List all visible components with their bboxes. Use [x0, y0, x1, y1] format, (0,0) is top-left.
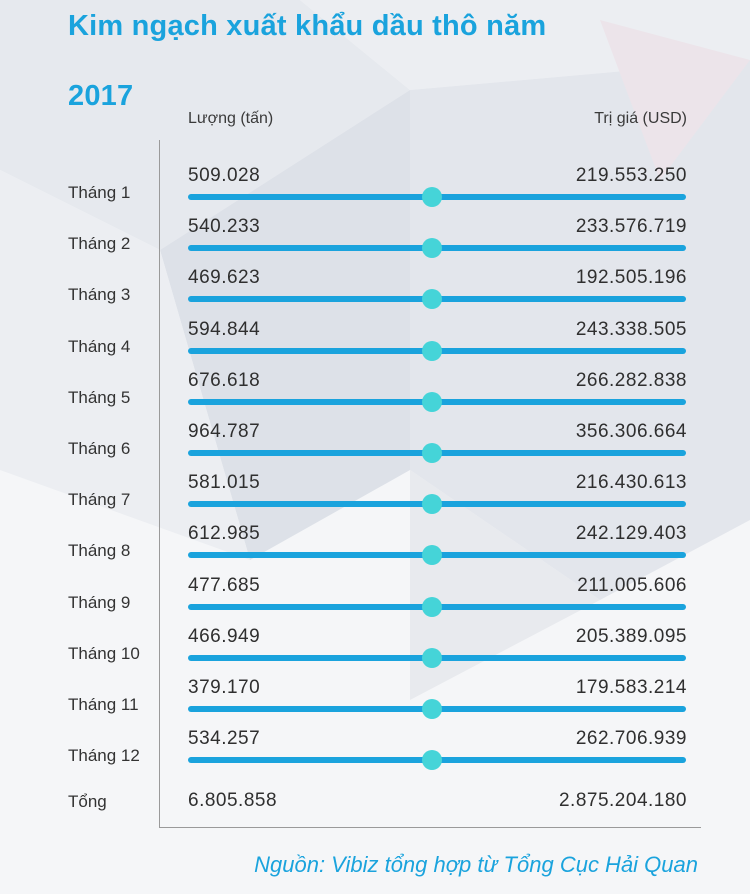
value-usd: 211.005.606 — [577, 574, 687, 596]
quantity-value: 477.685 — [188, 574, 261, 596]
table-row: Tháng 8 612.985 242.129.403 — [0, 523, 750, 573]
table-row: Tháng 6 964.787 356.306.664 — [0, 421, 750, 471]
quantity-value: 676.618 — [188, 369, 261, 391]
month-label: Tháng 4 — [68, 336, 131, 356]
month-label: Tháng 2 — [68, 234, 131, 254]
row-dot-marker — [422, 238, 442, 259]
row-dot-marker — [422, 391, 442, 412]
quantity-value: 509.028 — [188, 165, 261, 186]
table-row: Tháng 1 509.028 219.553.250 — [0, 165, 750, 215]
table-row: Tháng 2 540.233 233.576.719 — [0, 216, 750, 266]
table-row: Tháng 5 676.618 266.282.838 — [0, 370, 750, 420]
quantity-column-header: Lượng (tấn) — [188, 110, 274, 127]
row-dot-marker — [422, 750, 442, 771]
month-label: Tháng 3 — [68, 285, 131, 305]
quantity-value: 964.787 — [188, 421, 261, 442]
value-usd: 243.338.505 — [575, 318, 687, 340]
quantity-value: 581.015 — [188, 472, 261, 494]
table-row: Tháng 12 534.257 262.706.939 — [0, 728, 750, 778]
source-note: Nguồn: Vibiz tổng hợp từ Tổng Cục Hải Qu… — [254, 852, 698, 877]
total-value: 2.875.204.180 — [558, 790, 687, 811]
value-usd: 266.282.838 — [575, 369, 687, 391]
value-usd: 242.129.403 — [575, 523, 687, 545]
row-dot-marker — [422, 494, 442, 515]
row-dot-marker — [422, 443, 442, 463]
total-row: Tổng 6.805.858 2.875.204.180 — [0, 788, 750, 818]
quantity-value: 466.949 — [188, 625, 261, 647]
quantity-value: 540.233 — [188, 216, 261, 238]
row-dot-marker — [422, 596, 442, 617]
quantity-value: 469.623 — [188, 267, 261, 289]
month-label: Tháng 1 — [68, 183, 131, 202]
row-dot-marker — [422, 699, 442, 719]
month-label: Tháng 5 — [68, 387, 131, 407]
table-row: Tháng 7 581.015 216.430.613 — [0, 472, 750, 522]
table-row: Tháng 4 594.844 243.338.505 — [0, 319, 750, 369]
month-label: Tháng 12 — [68, 746, 140, 766]
total-label: Tổng — [68, 792, 107, 811]
row-dot-marker — [422, 289, 442, 310]
quantity-value: 379.170 — [188, 677, 261, 698]
value-usd: 179.583.214 — [575, 677, 687, 698]
chart-title-line-1: Kim ngạch xuất khẩu dầu thô năm — [68, 10, 547, 42]
table-row: Tháng 11 379.170 179.583.214 — [0, 677, 750, 727]
month-label: Tháng 10 — [68, 643, 140, 663]
month-label: Tháng 11 — [68, 695, 139, 714]
month-label: Tháng 7 — [68, 490, 131, 510]
row-dot-marker — [422, 545, 442, 566]
total-quantity: 6.805.858 — [188, 790, 278, 811]
table-row: Tháng 10 466.949 205.389.095 — [0, 626, 750, 676]
vertical-axis-line — [159, 140, 160, 828]
month-label: Tháng 8 — [68, 541, 131, 561]
row-dot-marker — [422, 647, 442, 668]
value-usd: 233.576.719 — [575, 216, 687, 238]
quantity-value: 534.257 — [188, 728, 261, 750]
value-usd: 205.389.095 — [575, 625, 687, 647]
row-dot-marker — [422, 187, 442, 207]
table-row: Tháng 3 469.623 192.505.196 — [0, 267, 750, 317]
value-usd: 262.706.939 — [575, 728, 687, 750]
row-dot-marker — [422, 340, 442, 361]
value-usd: 219.553.250 — [575, 165, 687, 186]
value-usd: 356.306.664 — [575, 421, 687, 442]
month-label: Tháng 6 — [68, 439, 131, 458]
table-row: Tháng 9 477.685 211.005.606 — [0, 575, 750, 625]
quantity-value: 612.985 — [188, 523, 261, 545]
value-usd: 216.430.613 — [575, 472, 687, 494]
quantity-value: 594.844 — [188, 318, 261, 340]
month-label: Tháng 9 — [68, 592, 131, 612]
chart-title-line-2: 2017 — [68, 80, 134, 112]
value-column-header: Trị giá (USD) — [594, 110, 687, 127]
value-usd: 192.505.196 — [575, 267, 687, 289]
horizontal-axis-line — [159, 827, 701, 828]
